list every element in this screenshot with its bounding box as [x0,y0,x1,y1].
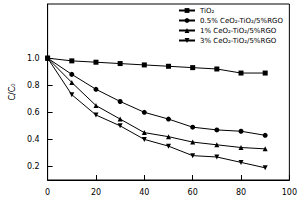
svg-text:40: 40 [139,188,149,197]
svg-text:0.4: 0.4 [27,135,40,144]
svg-text:0.2: 0.2 [27,162,40,171]
svg-text:20: 20 [91,188,101,197]
svg-text:0: 0 [45,188,50,197]
svg-text:80: 80 [236,188,246,197]
svg-text:1.0: 1.0 [27,54,40,63]
svg-text:C/C₀: C/C₀ [8,83,17,100]
svg-text:0.6: 0.6 [27,108,40,117]
svg-text:1% CeO₂-TiO₂/5%RGO: 1% CeO₂-TiO₂/5%RGO [200,27,277,35]
svg-text:60: 60 [188,188,198,197]
svg-text:0.8: 0.8 [27,81,40,90]
svg-text:100: 100 [282,188,297,197]
svg-text:3% CeO₂-TiO₂/5%RGO: 3% CeO₂-TiO₂/5%RGO [200,37,277,45]
svg-text:TiO₂: TiO₂ [199,7,215,15]
svg-text:0.5% CeO₂-TiO₂/5%RGO: 0.5% CeO₂-TiO₂/5%RGO [200,17,283,25]
